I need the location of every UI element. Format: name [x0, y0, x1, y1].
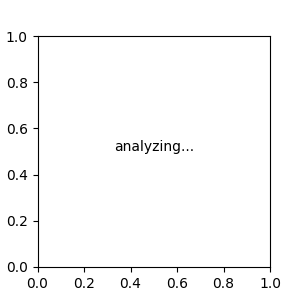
Text: analyzing...: analyzing... — [114, 140, 194, 154]
